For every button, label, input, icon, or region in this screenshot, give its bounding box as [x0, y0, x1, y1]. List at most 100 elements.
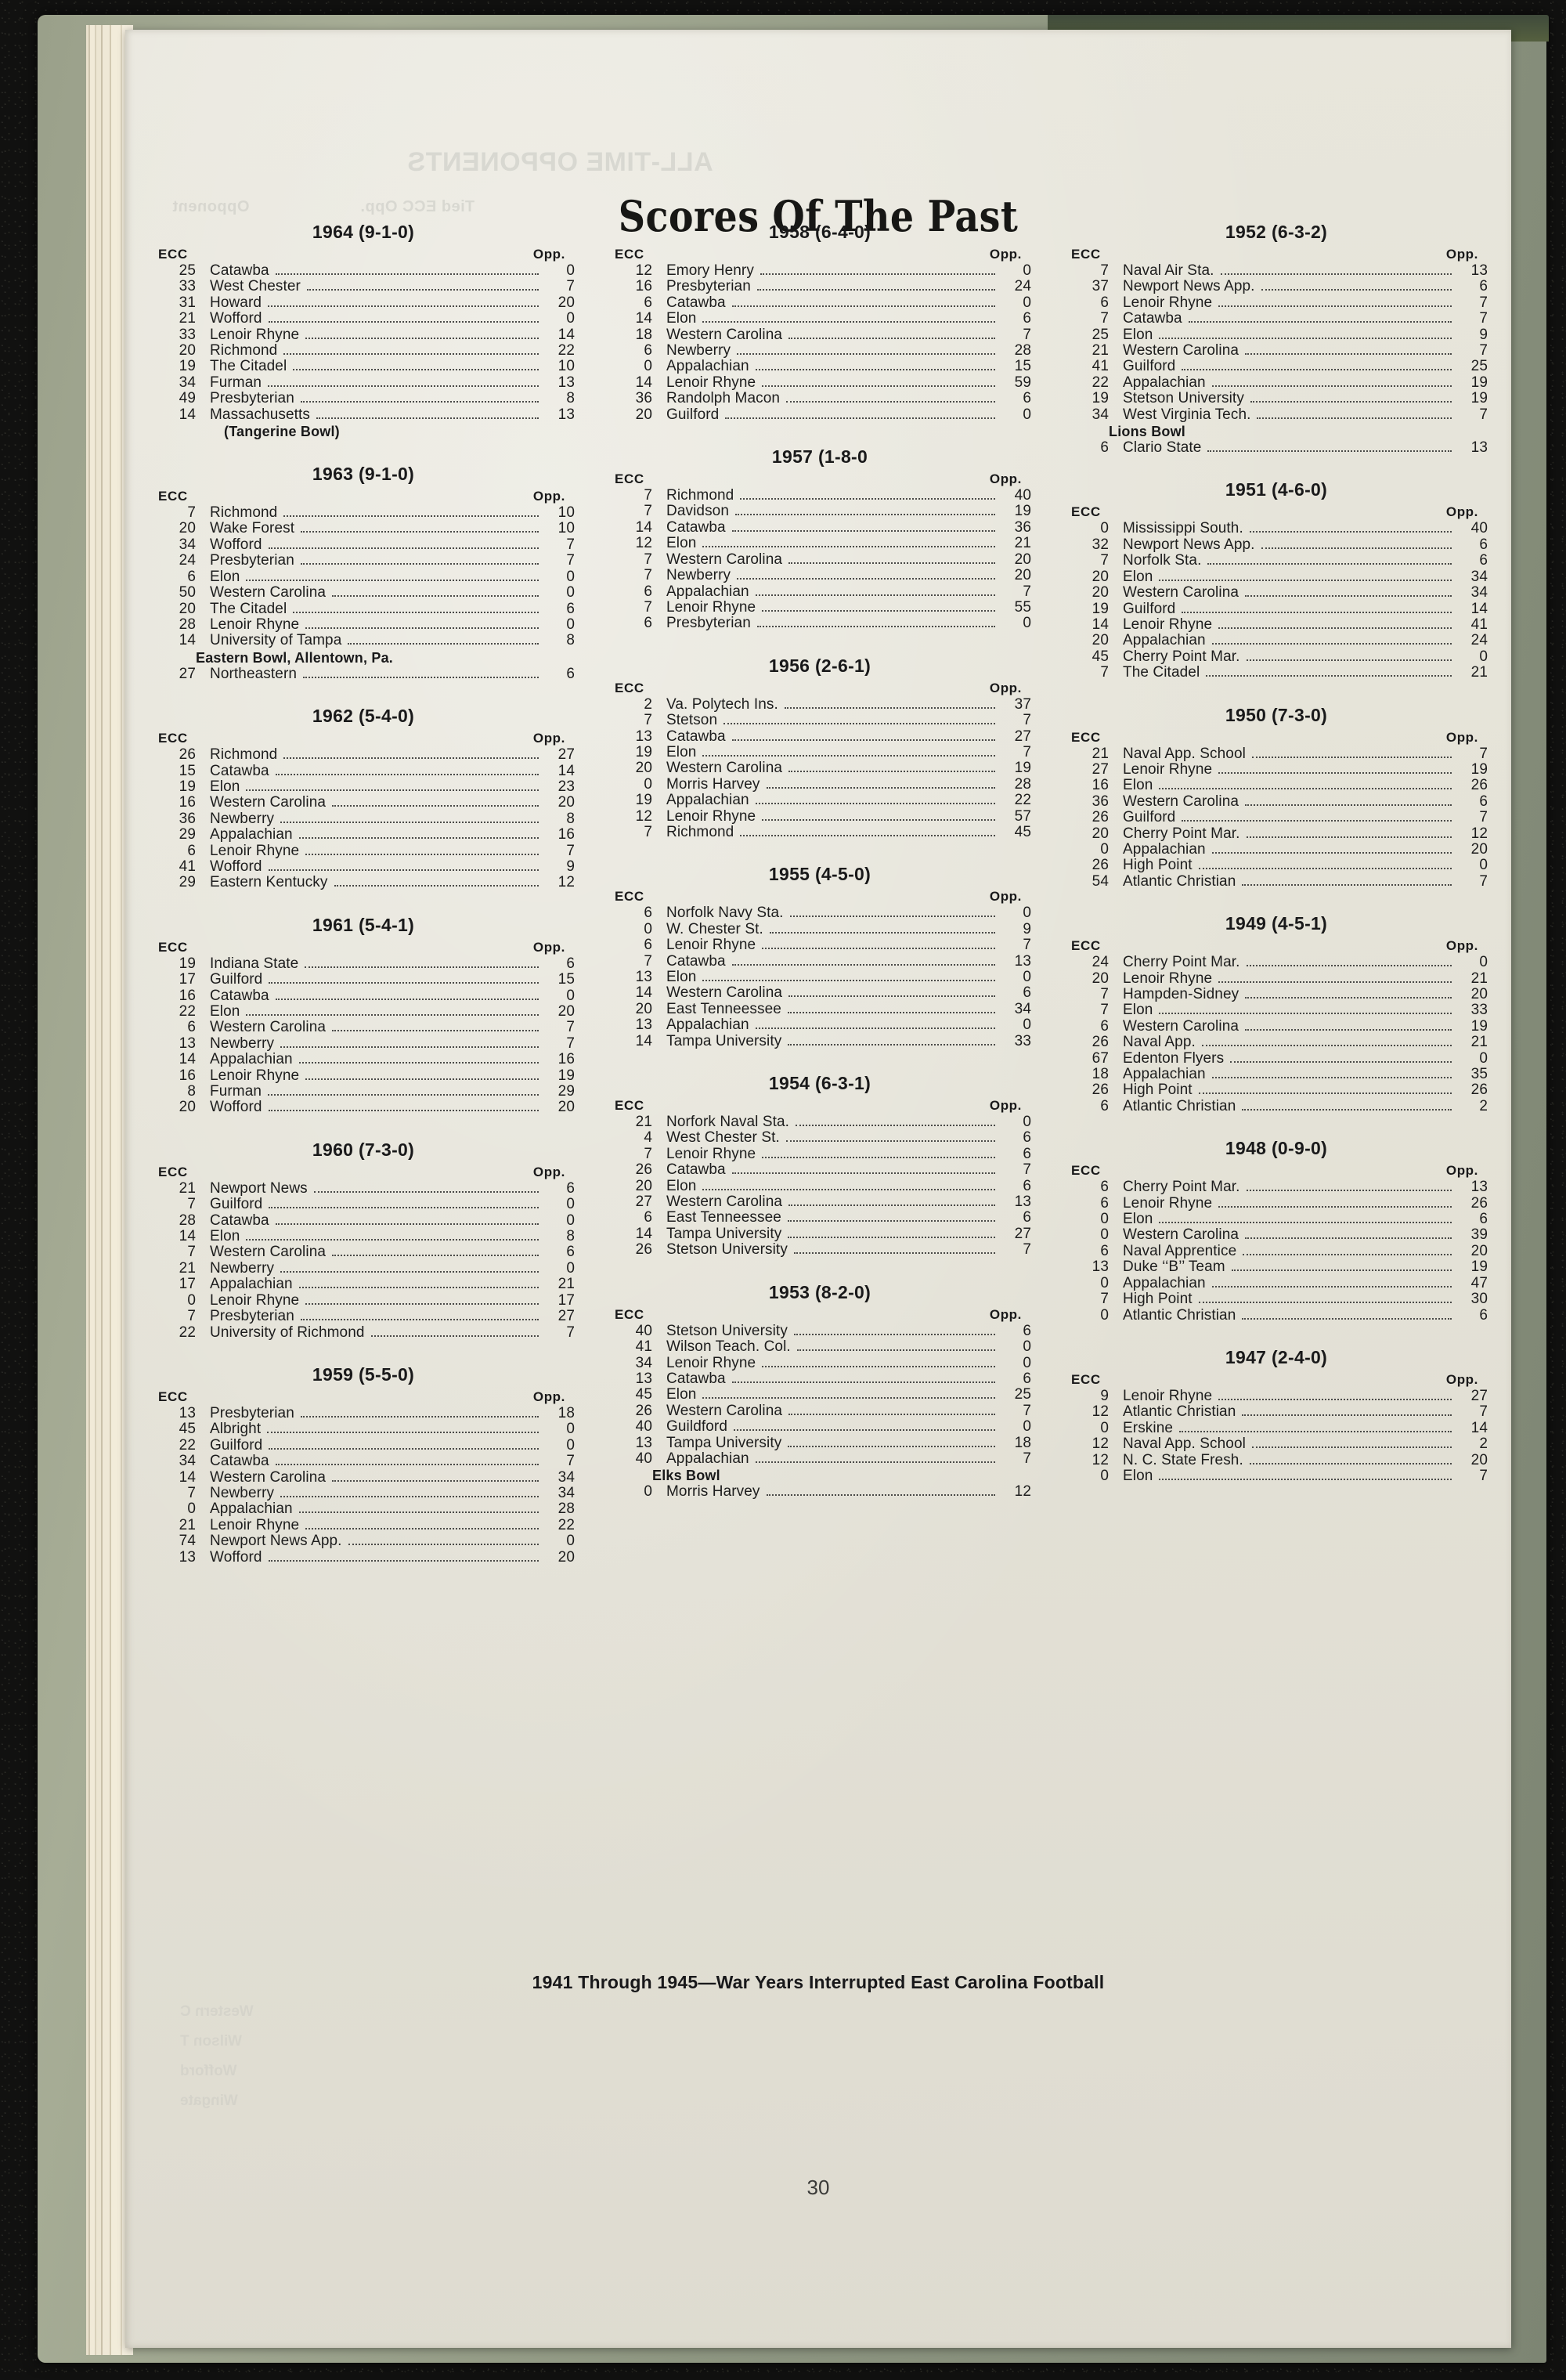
opponent-score: 7 — [1023, 937, 1031, 954]
opponent-name: Eastern Kentucky — [210, 874, 328, 891]
leader-dots — [348, 634, 539, 645]
ecc-score: 17 — [179, 1276, 196, 1293]
opponent-name: West Chester — [210, 278, 301, 295]
opponent-name: Randolph Macon — [666, 390, 781, 407]
opponent-name: Furman — [210, 374, 262, 391]
season-title: 1964 (9-1-0) — [312, 222, 415, 242]
ecc-score: 22 — [179, 1436, 196, 1454]
leader-dots — [300, 1407, 539, 1418]
leader-dots — [1182, 360, 1452, 371]
opponent-name: Elon — [210, 568, 240, 585]
score-row: 21 Norfork Naval Sta. 0 — [608, 1114, 1031, 1130]
ecc-score: 14 — [635, 984, 652, 1002]
opponent-name: Elon — [1123, 326, 1153, 343]
score-row: 0 Atlantic Christian 6 — [1065, 1306, 1488, 1324]
leader-dots — [268, 377, 539, 387]
opponent-score: 16 — [557, 826, 575, 843]
opponent-name: East Tenneessee — [666, 1209, 781, 1226]
season-title: 1963 (9-1-0) — [312, 464, 415, 485]
opponent-name: Lenoir Rhyne — [210, 842, 300, 859]
header-opp: Opp. — [532, 939, 565, 955]
leader-dots — [731, 955, 995, 966]
ecc-score: 14 — [635, 1225, 652, 1242]
score-row: 13 Elon 0 — [608, 969, 1031, 985]
leader-dots — [332, 1246, 539, 1257]
season-games: 24 Cherry Point Mar. 0 20 Lenoir Rhyne 21 7 Ham… — [1065, 954, 1488, 1114]
opponent-score: 7 — [566, 552, 575, 569]
season-title: 1958 (6-4-0) — [768, 222, 871, 242]
opponent-name: Tampa University — [666, 1434, 782, 1451]
ecc-score: 28 — [179, 1212, 196, 1229]
opponent-score: 6 — [1023, 310, 1031, 327]
opponent-name: Richmond — [666, 823, 734, 840]
score-row: 0 Appalachian 47 — [1065, 1275, 1488, 1291]
leader-dots — [1159, 329, 1452, 339]
score-row: 20 The Citadel 6 — [152, 601, 575, 617]
header-ecc: ECC — [615, 1306, 644, 1322]
leader-dots — [762, 377, 995, 387]
ecc-score: 8 — [187, 1083, 196, 1100]
opponent-score: 0 — [1023, 294, 1031, 311]
opponent-name: East Tenneessee — [666, 1000, 781, 1017]
ecc-score: 26 — [179, 746, 196, 764]
ecc-score: 28 — [179, 616, 196, 633]
leader-dots — [769, 923, 995, 934]
opponent-score: 27 — [1014, 1225, 1031, 1242]
ecc-score: 21 — [1092, 342, 1109, 359]
opponent-score: 10 — [557, 504, 575, 522]
ecc-score: 16 — [179, 794, 196, 811]
opponent-score: 7 — [566, 1324, 575, 1341]
opponent-score: 13 — [1470, 439, 1488, 457]
opponent-name: Catawba — [666, 1370, 726, 1387]
opponent-name: High Point — [1123, 1291, 1193, 1308]
season-games: 25 Catawba 0 33 West Chester 7 31 Howard 20 21 Wof… — [152, 262, 575, 423]
score-row: 7 Lenoir Rhyne 55 — [608, 599, 1031, 616]
opponent-name: Lenoir Rhyne — [1123, 616, 1213, 633]
score-row: 7 Norfolk Sta. 6 — [1065, 552, 1488, 569]
season-games: 6 Cherry Point Mar. 13 6 Lenoir Rhyne 26 0 Elon… — [1065, 1179, 1488, 1324]
score-row: 41 Wofford 9 — [152, 858, 575, 875]
opponent-score: 7 — [566, 842, 575, 859]
opponent-score: 14 — [557, 326, 575, 343]
season-games: 9 Lenoir Rhyne 27 12 Atlantic Christian 7 0 Ers… — [1065, 1388, 1488, 1484]
ecc-score: 14 — [635, 374, 652, 391]
header-opp: Opp. — [1445, 729, 1478, 745]
score-row: 13 Catawba 6 — [608, 1371, 1031, 1387]
season-title: 1955 (4-5-0) — [768, 864, 871, 885]
opponent-name: Norfork Naval Sta. — [666, 1114, 790, 1131]
season-games: 7 Richmond 10 20 Wake Forest 10 34 Wofford 7 24 Pr… — [152, 504, 575, 649]
leader-dots — [766, 778, 995, 789]
opponent-score: 9 — [1479, 326, 1488, 343]
opponent-name: Atlantic Christian — [1123, 1306, 1236, 1324]
opponent-score: 10 — [557, 520, 575, 537]
ecc-score: 7 — [187, 1196, 196, 1213]
score-column-2: 1958 (6-4-0) ECC Opp. 12 Emory Henry 0 16 Presb… — [608, 222, 1031, 1589]
header-opp: Opp. — [532, 489, 565, 504]
score-row: 7 Lenoir Rhyne 6 — [608, 1146, 1031, 1162]
opponent-score: 45 — [1014, 823, 1031, 840]
leader-dots — [788, 1035, 995, 1046]
opponent-name: Va. Polytech Ins. — [666, 695, 778, 713]
score-row: 54 Atlantic Christian 7 — [1065, 873, 1488, 890]
ecc-score: 13 — [179, 1035, 196, 1052]
opponent-name: University of Tampa — [210, 632, 342, 649]
score-row: 0 Western Carolina 39 — [1065, 1227, 1488, 1244]
score-row: 6 East Tenneessee 6 — [608, 1210, 1031, 1226]
season-table-header: ECC Opp. — [152, 731, 575, 747]
score-row: 28 Lenoir Rhyne 0 — [152, 616, 575, 633]
opponent-name: Guilford — [210, 971, 263, 988]
ecc-score: 31 — [179, 294, 196, 311]
leader-dots — [332, 1472, 539, 1482]
ecc-score: 0 — [644, 1483, 652, 1501]
leader-dots — [269, 1439, 539, 1450]
opponent-name: Western Carolina — [210, 584, 327, 601]
leader-dots — [737, 345, 995, 356]
opponent-score: 19 — [557, 1067, 575, 1084]
season-spacer — [152, 1344, 575, 1364]
opponent-score: 7 — [566, 1035, 575, 1052]
score-row: 0 Elon 7 — [1065, 1468, 1488, 1484]
opponent-name: Hampden-Sidney — [1123, 986, 1239, 1002]
ecc-score: 17 — [179, 971, 196, 988]
leader-dots — [1182, 811, 1452, 822]
leader-dots — [735, 505, 995, 516]
